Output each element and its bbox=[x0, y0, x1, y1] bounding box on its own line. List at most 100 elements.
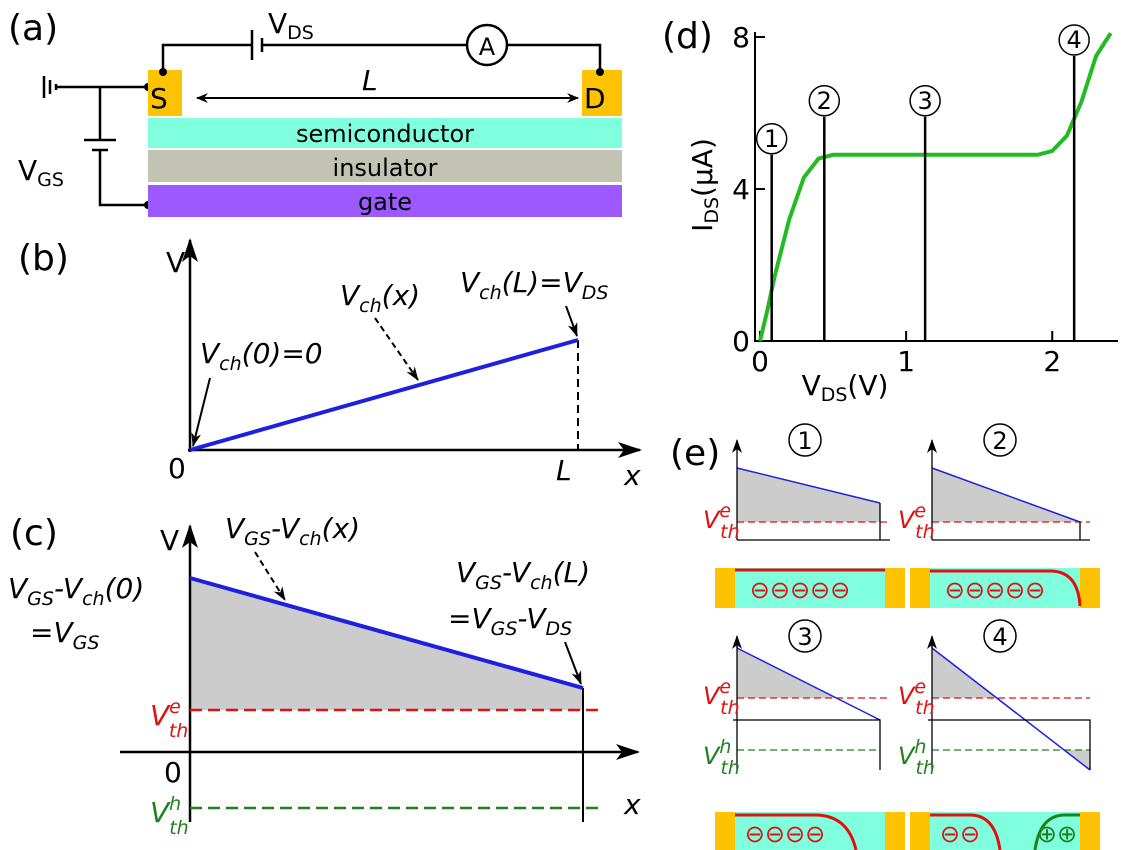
t: h bbox=[914, 736, 926, 758]
gate-wire bbox=[84, 87, 148, 205]
t: ch bbox=[299, 528, 322, 550]
x-tick-label: 1 bbox=[897, 345, 915, 378]
contact bbox=[1080, 812, 1100, 850]
annotation-arrow bbox=[565, 642, 581, 684]
t: th bbox=[169, 720, 189, 742]
t: (0) bbox=[105, 572, 145, 605]
layer-label: gate bbox=[358, 188, 412, 216]
threshold-label: Vhth bbox=[898, 736, 935, 779]
panel-label: (b) bbox=[18, 238, 69, 279]
t: GS bbox=[244, 528, 271, 550]
state-number: 4 bbox=[992, 623, 1007, 651]
annotation-arrow bbox=[255, 552, 285, 600]
axis-label: L bbox=[556, 454, 572, 487]
t: th bbox=[915, 521, 935, 543]
t: V bbox=[8, 572, 29, 605]
t: -V bbox=[54, 572, 84, 605]
t: V bbox=[898, 506, 916, 534]
t: GS bbox=[475, 572, 502, 594]
t: e bbox=[914, 500, 926, 522]
t: DS bbox=[287, 22, 314, 44]
vgs-label: VGS bbox=[18, 154, 64, 191]
contact bbox=[715, 812, 735, 850]
t: V bbox=[456, 556, 477, 589]
state-number: 1 bbox=[797, 427, 812, 455]
y-tick-label: 8 bbox=[732, 21, 750, 54]
shaded-area bbox=[190, 578, 583, 710]
t: (L)=V bbox=[502, 266, 584, 299]
charges: ⊖⊖⊖⊖⊖ bbox=[750, 576, 851, 604]
annotation: Vch(0)=0 bbox=[200, 337, 323, 375]
panel-b: V 0 L x Vch(x) Vch(L)=VDS Vch(0)=0 bbox=[166, 240, 641, 492]
axis-label: V bbox=[160, 524, 179, 557]
t: ch bbox=[479, 282, 502, 304]
x-tick-label: 2 bbox=[1043, 345, 1061, 378]
threshold-label: Veth bbox=[703, 676, 740, 719]
ground-wire bbox=[44, 76, 148, 98]
t: e bbox=[719, 676, 731, 698]
t: th bbox=[720, 521, 740, 543]
t: th bbox=[720, 697, 740, 719]
state-number: 1 bbox=[764, 125, 779, 153]
t: e bbox=[719, 500, 731, 522]
t: -V bbox=[271, 512, 301, 545]
annotation: =VGS-VDS bbox=[448, 602, 572, 640]
panel-label: (a) bbox=[8, 8, 58, 49]
panel-c: V 0 x VGS-Vch(x) VGS-Vch(0) =VGS VGS-Vch… bbox=[8, 512, 641, 839]
t: V bbox=[150, 699, 171, 732]
t: V bbox=[268, 7, 287, 40]
t: ch bbox=[530, 572, 553, 594]
contact bbox=[885, 812, 905, 850]
label-part: I bbox=[686, 224, 719, 232]
t: GS bbox=[27, 588, 54, 610]
axis-label: x bbox=[623, 788, 641, 821]
charges: ⊖⊖⊖⊖⊖ bbox=[945, 576, 1046, 604]
t: V bbox=[898, 742, 916, 770]
t: th bbox=[169, 817, 189, 839]
node bbox=[596, 68, 604, 76]
contact bbox=[885, 568, 905, 608]
vds-label: VDS bbox=[268, 7, 314, 44]
t: V bbox=[703, 506, 721, 534]
annotation: VGS-Vch(L) bbox=[456, 556, 590, 594]
state-number: 3 bbox=[917, 87, 932, 115]
t: V bbox=[460, 266, 481, 299]
potential-line bbox=[932, 648, 1090, 770]
drain-wire bbox=[163, 30, 600, 72]
state-number: 4 bbox=[1067, 26, 1082, 54]
charges: ⊖⊖⊖⊖ bbox=[745, 820, 825, 848]
contact bbox=[910, 568, 930, 608]
circuit: A VDS VGS S D L semiconductor insulator … bbox=[18, 7, 622, 217]
t: GS bbox=[73, 632, 100, 654]
axis-label: x bbox=[623, 459, 641, 492]
t: GS bbox=[491, 618, 518, 640]
source-label: S bbox=[150, 82, 168, 115]
origin-label: 0 bbox=[168, 452, 186, 485]
label-part: DS bbox=[701, 197, 723, 224]
panel-label: (d) bbox=[662, 16, 713, 57]
axis-label: V bbox=[166, 246, 185, 279]
charges: ⊖⊖ bbox=[940, 820, 980, 848]
node bbox=[159, 68, 167, 76]
t: ch bbox=[82, 588, 105, 610]
state-number: 2 bbox=[992, 427, 1007, 455]
y-axis-label: IDS(μA) bbox=[686, 138, 723, 232]
length-label: L bbox=[362, 64, 378, 97]
t: V bbox=[200, 337, 221, 370]
contact bbox=[715, 568, 735, 608]
ammeter-label: A bbox=[479, 33, 496, 61]
annotation: VGS-Vch(0) bbox=[8, 572, 144, 610]
origin-label: 0 bbox=[164, 756, 182, 789]
t: DS bbox=[546, 618, 573, 640]
state-number: 3 bbox=[797, 623, 812, 651]
t: (x) bbox=[382, 279, 420, 312]
annotation: =VGS bbox=[30, 616, 99, 654]
charges: ⊕⊕ bbox=[1037, 820, 1077, 848]
layer-label: insulator bbox=[333, 154, 438, 182]
label-part: DS bbox=[821, 384, 848, 406]
t: =V bbox=[448, 602, 492, 635]
state-number: 2 bbox=[817, 87, 832, 115]
